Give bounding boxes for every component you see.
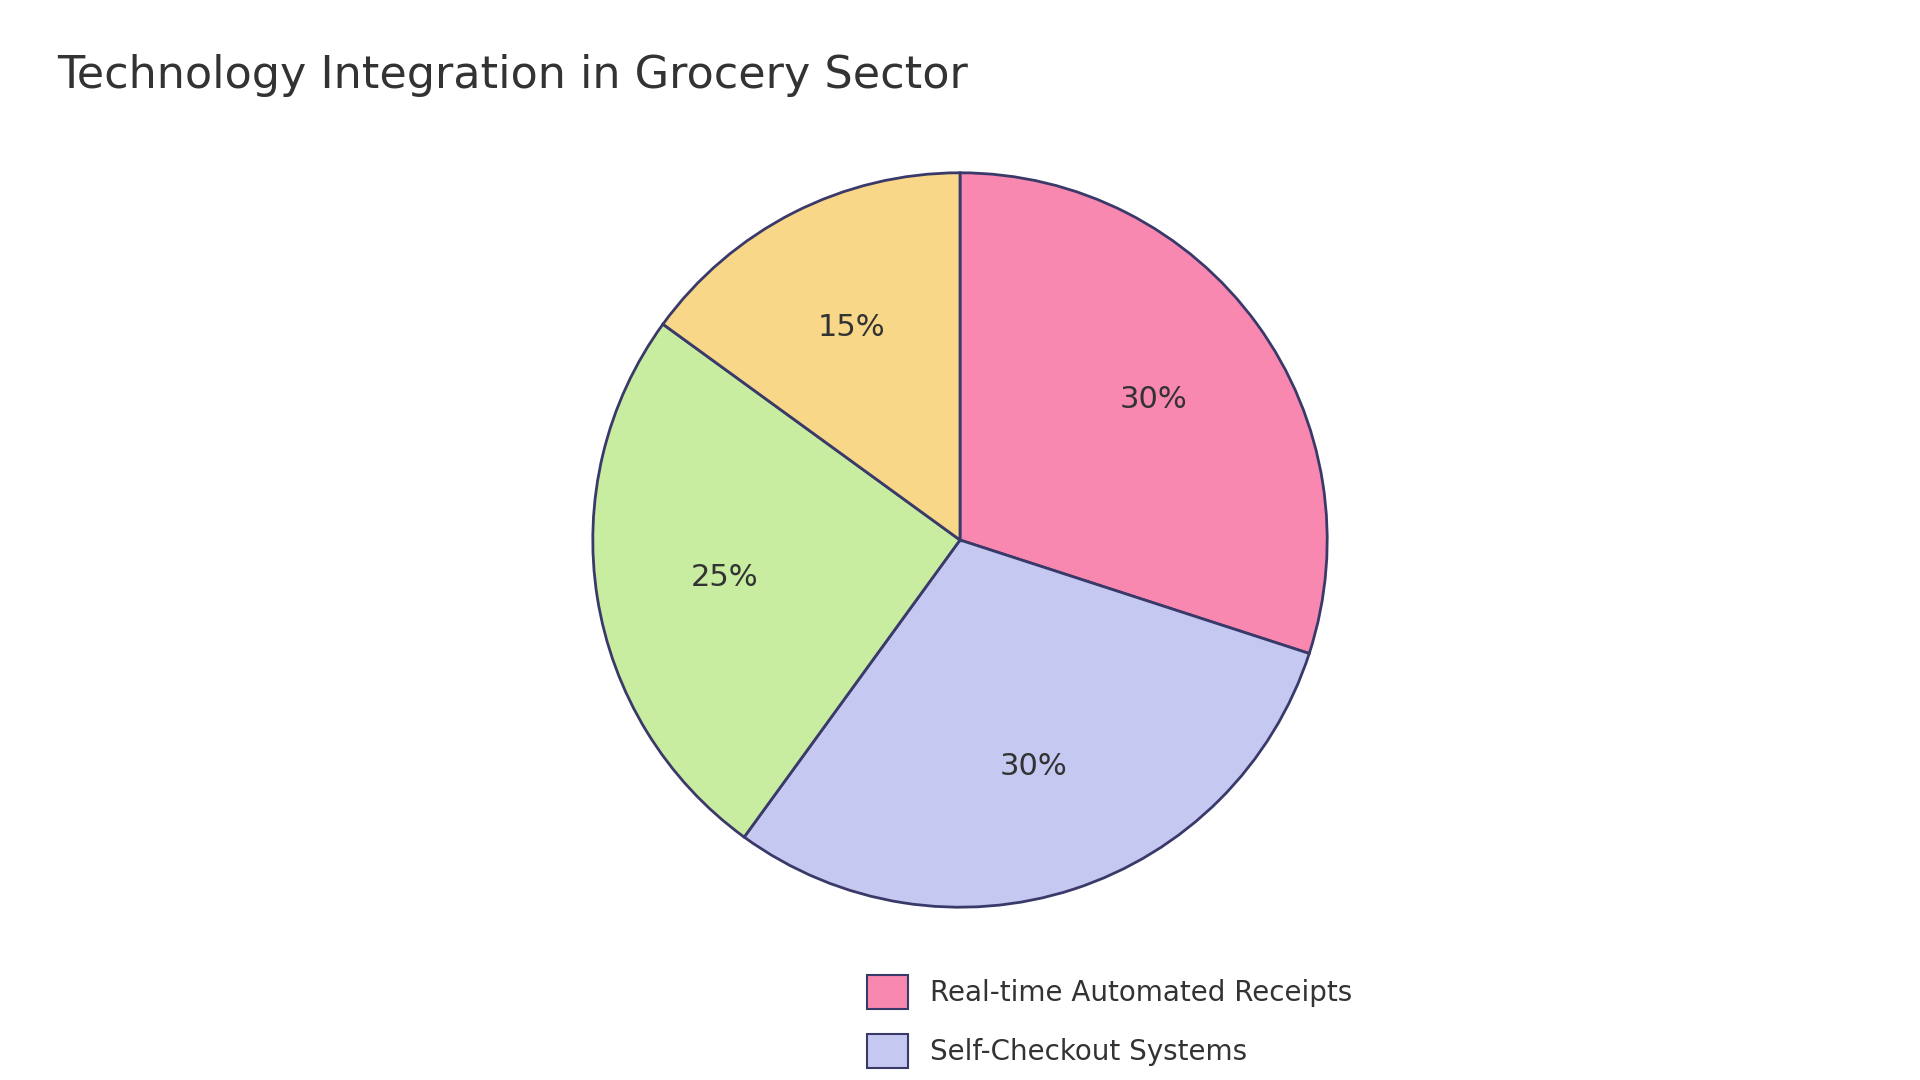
Legend: Real-time Automated Receipts, Self-Checkout Systems, Computer Vision Technology,: Real-time Automated Receipts, Self-Check…: [845, 953, 1375, 1080]
Wedge shape: [745, 540, 1309, 907]
Wedge shape: [593, 324, 960, 837]
Text: 30%: 30%: [1000, 753, 1068, 782]
Text: 30%: 30%: [1119, 386, 1187, 415]
Wedge shape: [662, 173, 960, 540]
Text: 25%: 25%: [691, 563, 758, 592]
Text: Technology Integration in Grocery Sector: Technology Integration in Grocery Sector: [58, 54, 968, 97]
Text: 15%: 15%: [818, 313, 885, 342]
Wedge shape: [960, 173, 1327, 653]
